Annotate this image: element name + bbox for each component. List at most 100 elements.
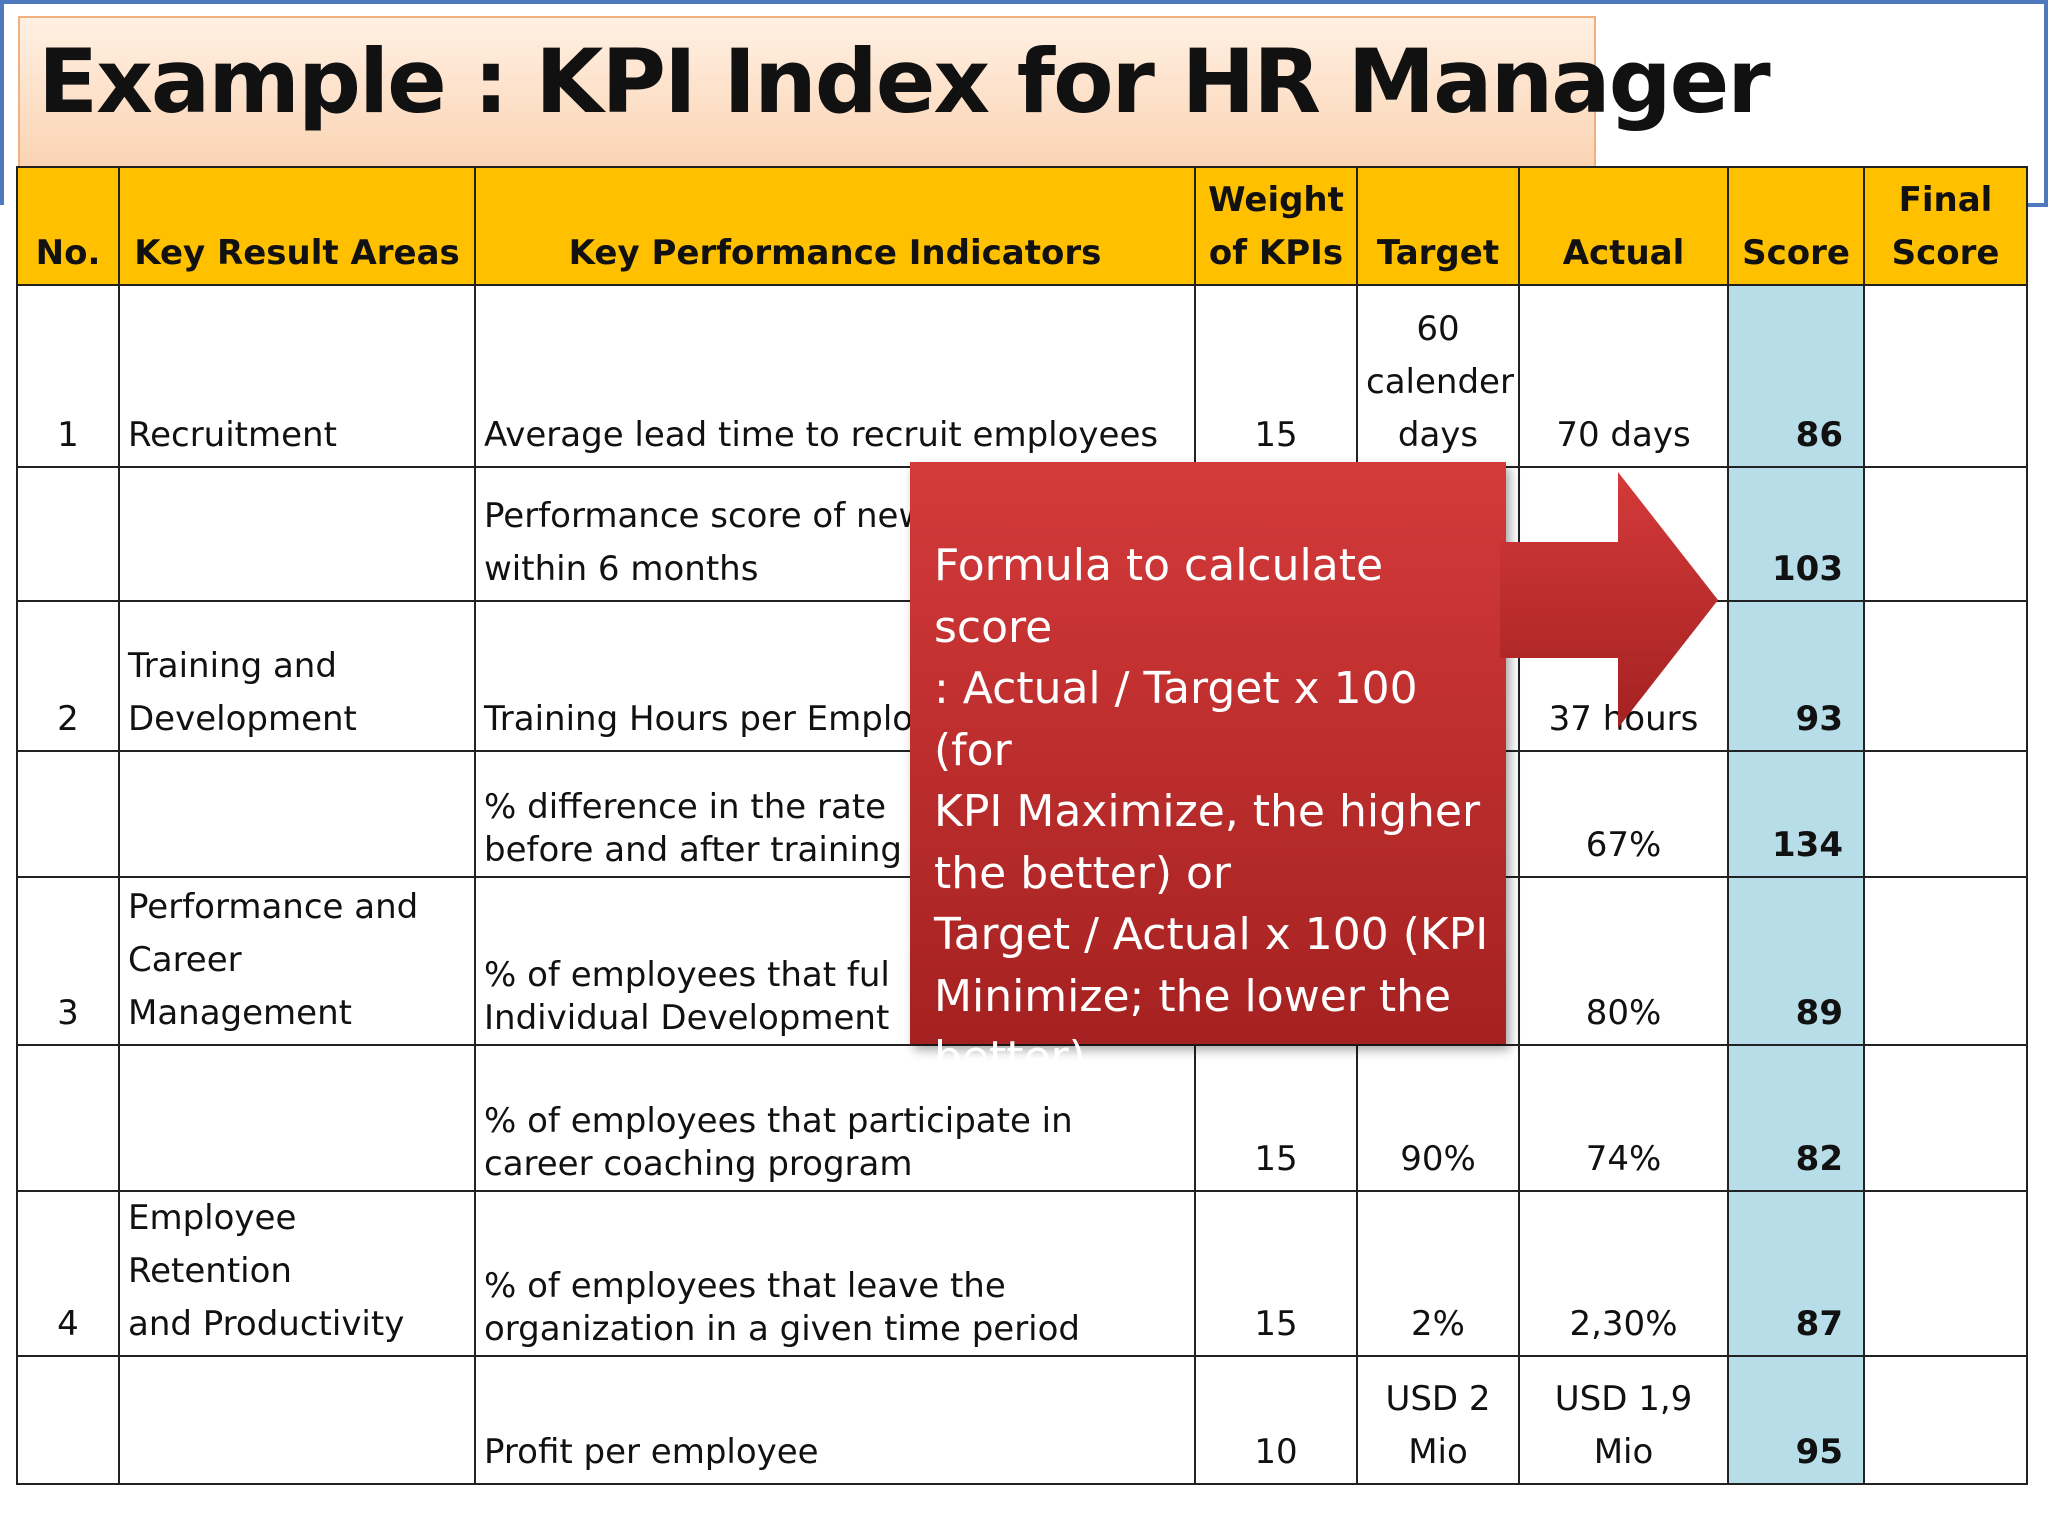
callout-line: the better) or xyxy=(934,847,1232,899)
weight-value: 10 xyxy=(1254,1432,1298,1472)
kra-line: Employee Retention xyxy=(128,1198,297,1291)
header-weight-line1: Weight xyxy=(1208,180,1344,220)
actual-line: 67% xyxy=(1585,825,1662,865)
cell-key-result-area: Employee Retention and Productivity xyxy=(118,1190,476,1357)
kra-line: Career xyxy=(128,940,242,980)
row-number: 4 xyxy=(57,1304,79,1344)
cell-kpi: Performance score of new within 6 months xyxy=(474,466,1196,602)
header-kpi-label: Key Performance Indicators xyxy=(568,233,1102,273)
slide-frame-right xyxy=(2044,0,2048,205)
cell-actual: 70 days xyxy=(1518,284,1729,468)
header-score: Score xyxy=(1727,166,1865,286)
kra-line: Training and xyxy=(128,646,337,686)
formula-callout-box xyxy=(910,462,1506,1044)
cell-target: 60 calender days xyxy=(1356,284,1520,468)
callout-line: KPI Maximize, the higher xyxy=(934,786,1481,837)
cell-score: 89 xyxy=(1727,876,1865,1046)
kpi-line: Individual Development xyxy=(484,998,890,1038)
cell-no xyxy=(16,466,120,602)
header-final-score: Final Score xyxy=(1863,166,2028,286)
row-number: 2 xyxy=(57,699,79,739)
kpi-line: % of employees that leave the xyxy=(484,1266,1006,1306)
cell-kpi: % of employees that participate in career… xyxy=(474,1044,1196,1192)
cell-key-result-area: Performance and Career Management xyxy=(118,876,476,1046)
cell-weight: 15 xyxy=(1194,1044,1358,1192)
cell-weight: 10 xyxy=(1194,1355,1358,1485)
table-row: 3 Performance and Career Management % of emp… xyxy=(16,876,2028,1046)
kpi-line: career coaching program xyxy=(484,1144,913,1184)
header-target-label: Target xyxy=(1376,233,1500,273)
weight-value: 15 xyxy=(1254,1139,1298,1179)
table-header-row: No. Key Result Areas Key Performance Ind… xyxy=(16,166,2028,286)
score-value: 95 xyxy=(1795,1432,1843,1472)
cell-final-score xyxy=(1863,1044,2028,1192)
slide-frame-top xyxy=(0,0,2048,4)
header-actual: Actual xyxy=(1518,166,1729,286)
cell-final-score xyxy=(1863,876,2028,1046)
weight-value: 15 xyxy=(1254,415,1298,455)
callout-line: Minimize; the lower the xyxy=(934,970,1452,1022)
title-box xyxy=(18,16,1596,172)
cell-no: 1 xyxy=(16,284,120,468)
header-target: Target xyxy=(1356,166,1520,286)
header-weight: Weight of KPIs xyxy=(1194,166,1358,286)
row-number: 1 xyxy=(57,415,79,455)
callout-line: better). xyxy=(934,1032,1100,1083)
cell-final-score xyxy=(1863,284,2028,468)
score-value: 93 xyxy=(1795,699,1843,739)
table-row: 1 Recruitment Average lead time to recruit… xyxy=(16,284,2028,468)
actual-line: 80% xyxy=(1585,993,1662,1033)
actual-line: Mio xyxy=(1593,1432,1654,1472)
table-row: 4 Employee Retention and Productivity % of … xyxy=(16,1190,2028,1357)
actual-line: 2,30% xyxy=(1569,1304,1678,1344)
header-weight-line2: of KPIs xyxy=(1208,233,1344,273)
kpi-line: % of employees that participate in xyxy=(484,1101,1073,1141)
cell-final-score xyxy=(1863,466,2028,602)
cell-target: USD 2 Mio xyxy=(1356,1355,1520,1485)
slide-frame-left xyxy=(0,0,4,205)
cell-actual: USD 1,9 Mio xyxy=(1518,1355,1729,1485)
target-line: USD 2 xyxy=(1385,1379,1491,1419)
cell-key-result-area xyxy=(118,1355,476,1485)
kra-line: Performance and xyxy=(128,887,419,927)
cell-kpi: % of employees that leave the organizatio… xyxy=(474,1190,1196,1357)
kpi-line: Profit per employee xyxy=(484,1432,819,1472)
cell-no xyxy=(16,1355,120,1485)
cell-final-score xyxy=(1863,1190,2028,1357)
score-value: 87 xyxy=(1795,1304,1843,1344)
slide-title: Example : KPI Index for HR Manager xyxy=(38,30,1771,133)
cell-score: 95 xyxy=(1727,1355,1865,1485)
kpi-line: % difference in the rate xyxy=(484,787,887,827)
cell-no xyxy=(16,750,120,878)
cell-key-result-area xyxy=(118,1044,476,1192)
formula-callout-text: Formula to calculate score: Actual / Tar… xyxy=(934,535,1494,1089)
cell-weight: 15 xyxy=(1194,284,1358,468)
score-value: 103 xyxy=(1772,549,1843,589)
header-no-label: No. xyxy=(35,233,101,273)
kpi-line: % of employees that ful xyxy=(484,955,890,995)
cell-score: 93 xyxy=(1727,600,1865,752)
cell-score: 87 xyxy=(1727,1190,1865,1357)
target-line: 90% xyxy=(1400,1139,1476,1179)
cell-final-score xyxy=(1863,1355,2028,1485)
cell-final-score xyxy=(1863,750,2028,878)
header-kra-label: Key Result Areas xyxy=(134,233,460,273)
cell-target: 90% xyxy=(1356,1044,1520,1192)
cell-key-result-area: Training and Development xyxy=(118,600,476,752)
cell-actual: 67% xyxy=(1518,750,1729,878)
kra-line: Recruitment xyxy=(128,415,337,455)
cell-score: 86 xyxy=(1727,284,1865,468)
header-final-line1: Final xyxy=(1898,180,1993,220)
cell-target: 2% xyxy=(1356,1190,1520,1357)
cell-no: 4 xyxy=(16,1190,120,1357)
cell-score: 134 xyxy=(1727,750,1865,878)
cell-key-result-area xyxy=(118,466,476,602)
target-line: 2% xyxy=(1411,1304,1465,1344)
cell-score: 103 xyxy=(1727,466,1865,602)
kra-line: and Productivity xyxy=(128,1304,405,1344)
callout-line: Formula to calculate score xyxy=(934,540,1384,653)
cell-actual: 74% xyxy=(1518,1044,1729,1192)
header-kpis: Key Performance Indicators xyxy=(474,166,1196,286)
header-final-line2: Score xyxy=(1891,233,2000,273)
kpi-line: Training Hours per Employ xyxy=(484,699,934,739)
